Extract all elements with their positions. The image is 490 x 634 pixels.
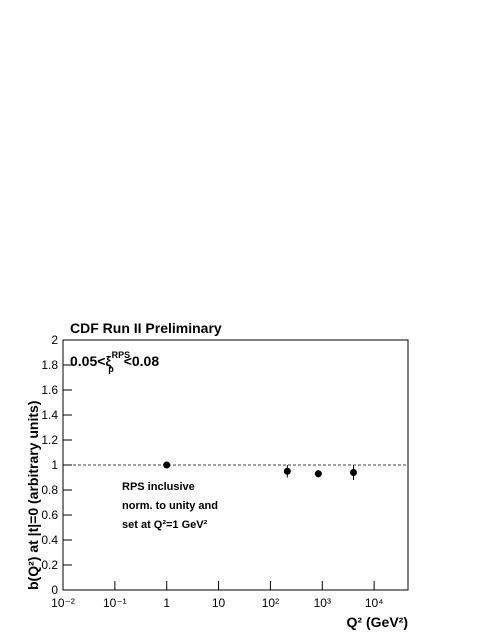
y-axis-label: b(Q²) at |t|=0 (arbitrary units) (25, 401, 41, 590)
annotation-part: p (108, 364, 114, 374)
chart-title: CDF Run II Preliminary (70, 320, 222, 336)
data-point (349, 469, 357, 476)
y-tick-label: 0.6 (41, 508, 58, 522)
note: norm. to unity and (122, 500, 218, 512)
data-point (314, 470, 322, 478)
y-tick-label: 0 (51, 583, 58, 597)
annotation-part: <0.08 (124, 353, 160, 369)
x-tick-label: 10³ (314, 596, 331, 610)
y-tick-label: 0.8 (41, 483, 58, 497)
x-tick-label: 10⁴ (365, 596, 384, 610)
x-tick-label: 10⁻¹ (103, 596, 127, 610)
y-tick-label: 1 (51, 458, 58, 472)
annotation-part: RPS (112, 350, 131, 360)
annotation-part: 0.05<ξ (70, 353, 112, 369)
data-point (283, 467, 291, 475)
x-tick-label: 10 (212, 596, 226, 610)
note: RPS inclusive (122, 481, 195, 493)
y-tick-label: 1.6 (41, 383, 58, 397)
x-tick-label: 10² (262, 596, 279, 610)
note: set at Q²=1 GeV² (122, 519, 208, 531)
x-axis-label: Q² (GeV²) (347, 614, 408, 630)
y-tick-label: 2 (51, 333, 58, 347)
data-point (163, 461, 171, 469)
x-tick-label: 1 (163, 596, 170, 610)
y-tick-label: 1.2 (41, 433, 58, 447)
y-tick-label: 1.8 (41, 358, 58, 372)
y-tick-label: 0.2 (41, 558, 58, 572)
x-tick-label: 10⁻² (51, 596, 75, 610)
y-tick-label: 1.4 (41, 408, 58, 422)
y-tick-label: 0.4 (41, 533, 58, 547)
annotation: 0.05<ξRPS p <0.08 (70, 350, 159, 374)
